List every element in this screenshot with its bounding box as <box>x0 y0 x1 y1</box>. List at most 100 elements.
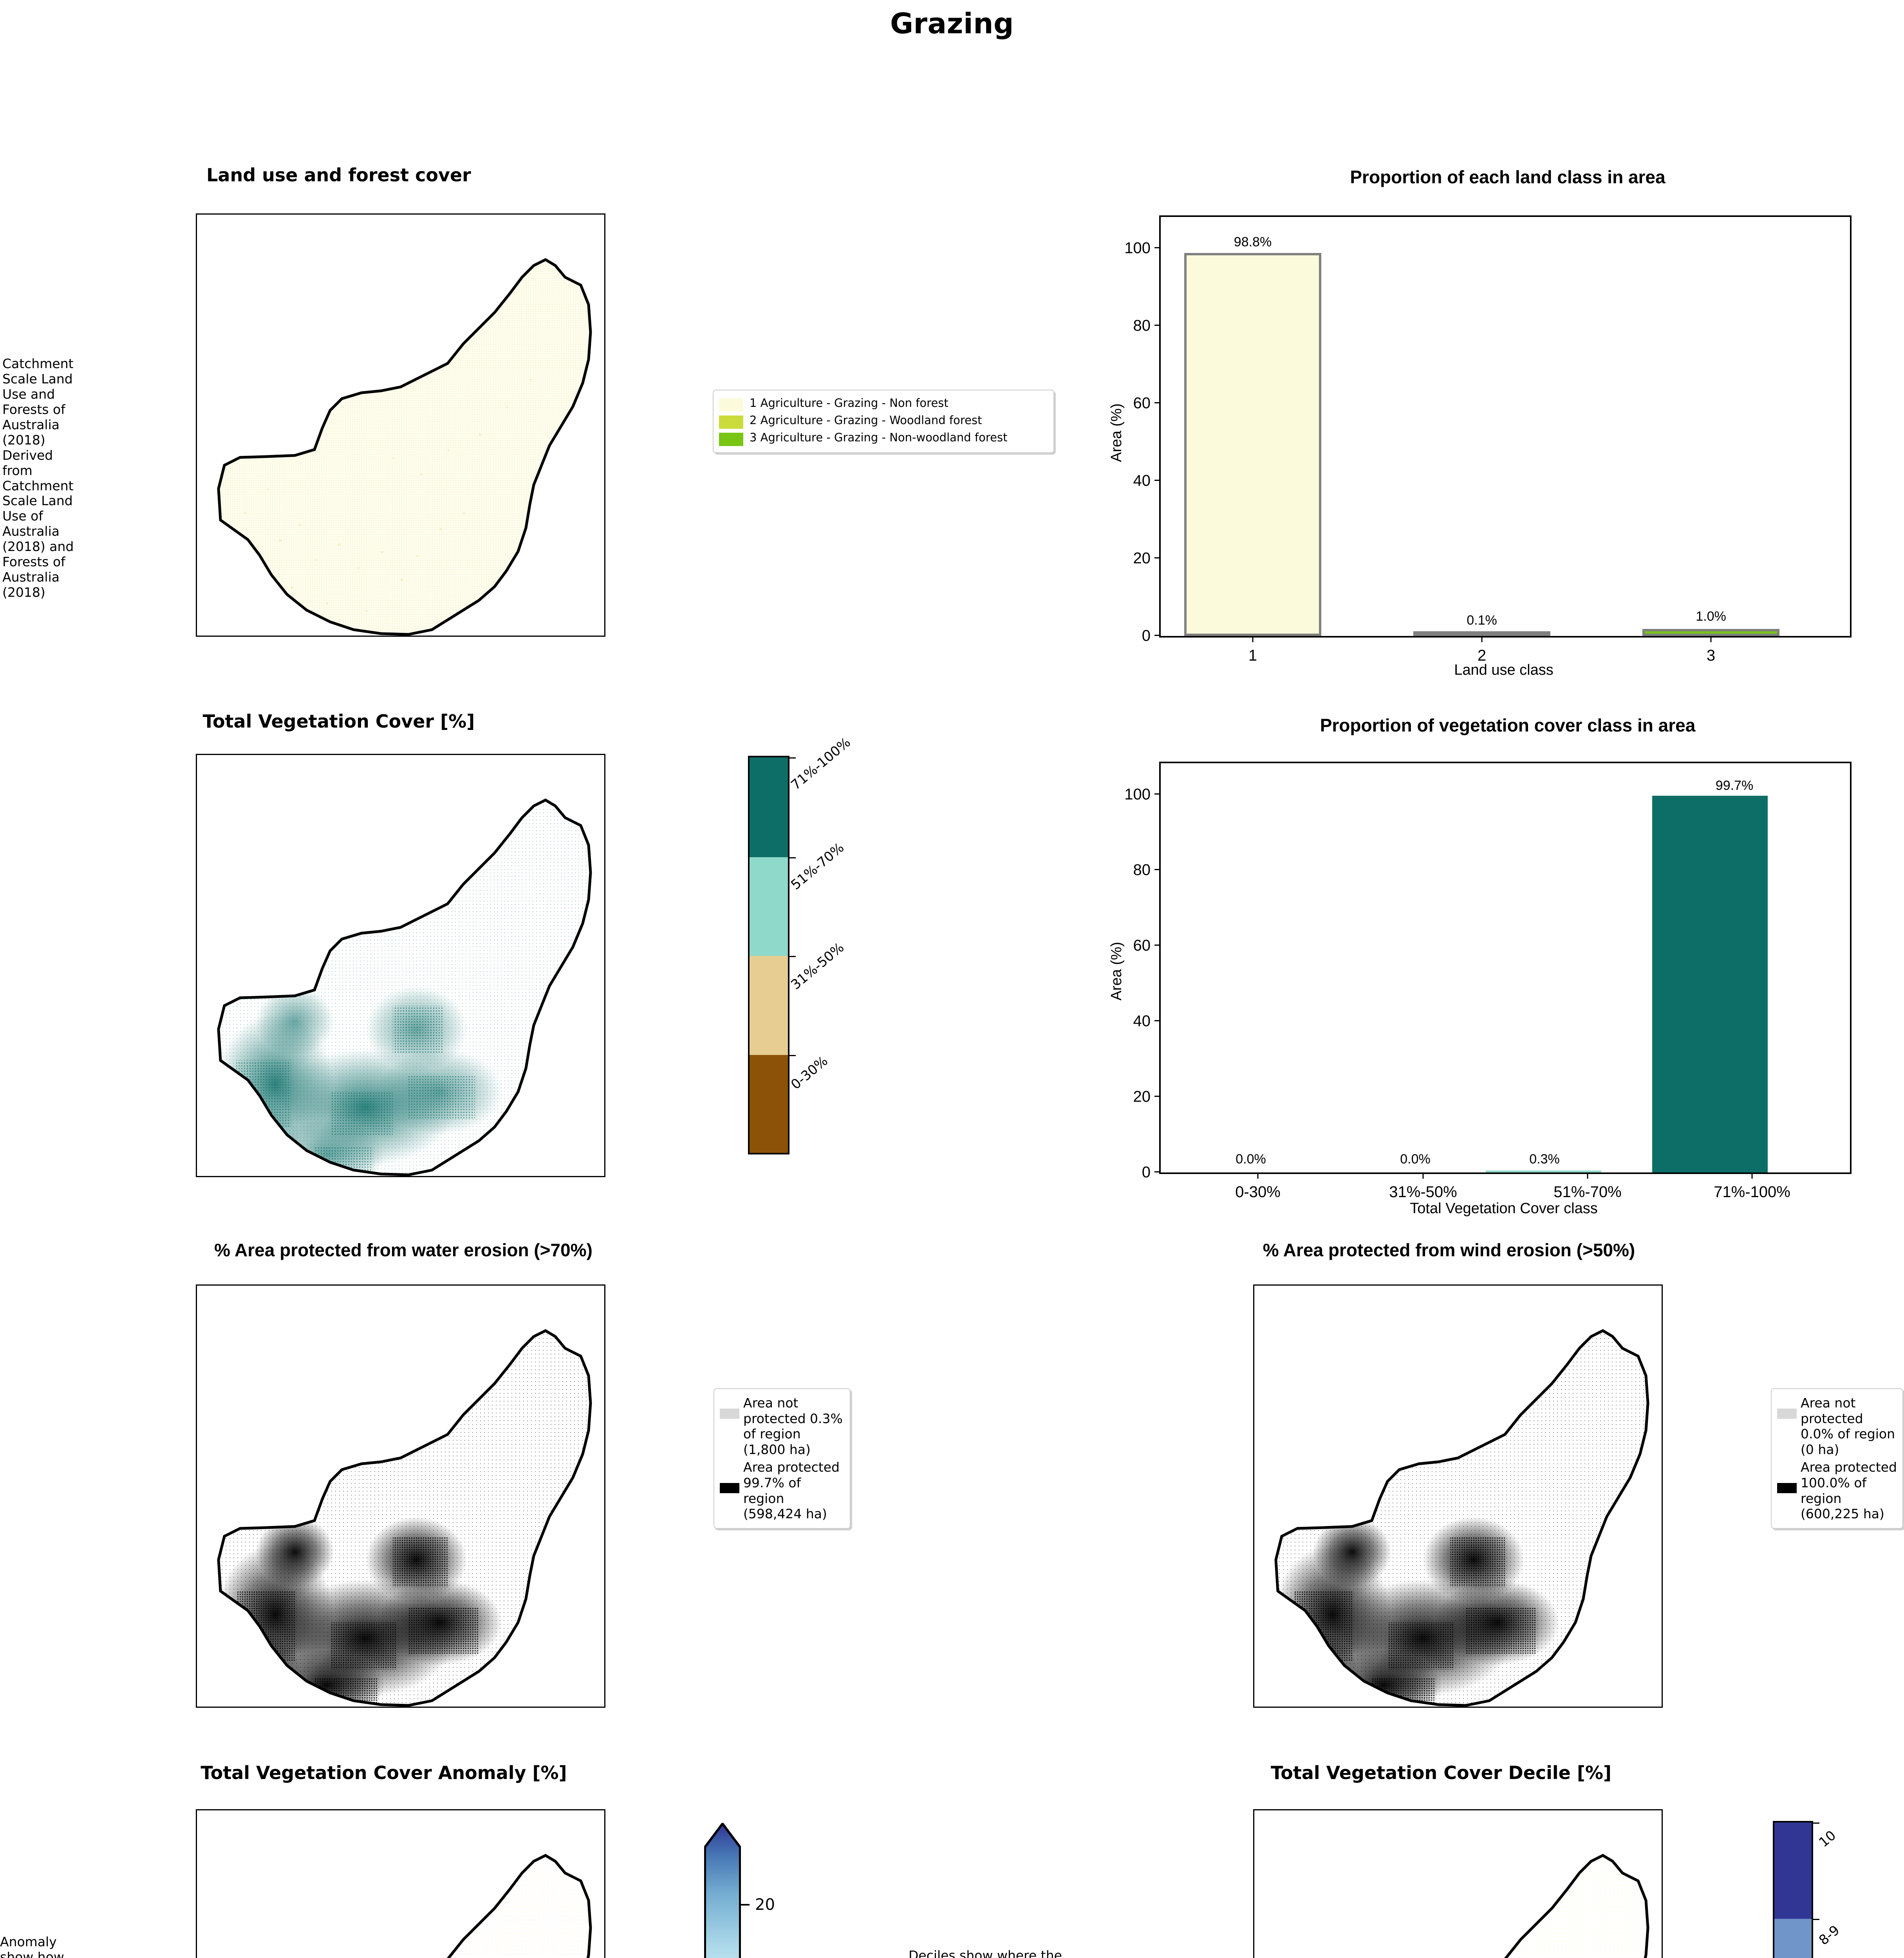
wind-erosion-map-title: % Area protected from wind erosion (>50%… <box>1263 1240 1635 1260</box>
wind-erosion-map-canvas <box>1254 1286 1662 1707</box>
y-tick-label: 80 <box>1133 861 1151 879</box>
bar-value-label: 99.7% <box>1715 778 1754 793</box>
landuse-caption: Catchment Scale Land Use and Forests of … <box>2 356 74 600</box>
decile-colorbar <box>1773 1821 1819 1958</box>
bar-value-label: 0.0% <box>1400 1152 1431 1167</box>
anomaly-caption: Anomaly show how many percetage points e… <box>0 1934 64 1958</box>
page-title: Grazing <box>890 7 1014 40</box>
y-tick-label: 20 <box>1133 549 1151 567</box>
bar-veg-71-100 <box>1652 796 1768 1172</box>
legend-swatch-nonforest <box>719 398 743 412</box>
legend-swatch-protected <box>720 1483 739 1494</box>
veg-bar-title: Proportion of vegetation cover class in … <box>1320 715 1696 735</box>
anomaly-cb-label-20: 20 <box>755 1896 775 1914</box>
landuse-map-canvas <box>217 258 592 636</box>
legend-item: 1 Agriculture - Grazing - Non forest <box>719 396 1048 412</box>
colorbar-label-0-30: 0-30% <box>788 1053 831 1093</box>
legend-item: Area not protected 0.3% of region (1,800… <box>720 1395 844 1457</box>
colorbar-segment-51-70 <box>750 857 788 956</box>
landuse-bar-axes: 100 80 60 40 20 0 98.8% 0.1% 1.0% 1 2 3 <box>1124 215 1852 664</box>
landuse-map-title: Land use and forest cover <box>206 164 471 186</box>
water-erosion-map <box>196 1284 605 1708</box>
bar-landuse-3 <box>1642 629 1779 636</box>
water-erosion-legend: Area not protected 0.3% of region (1,800… <box>714 1388 851 1529</box>
colorbar-segment-10 <box>1774 1823 1812 1919</box>
legend-item: Area not protected 0.0% of region (0 ha) <box>1777 1395 1897 1457</box>
legend-swatch-woodland <box>719 415 743 429</box>
wind-erosion-legend: Area not protected 0.0% of region (0 ha)… <box>1771 1388 1903 1529</box>
decile-cb-label-10: 10 <box>1816 1827 1839 1851</box>
bar-landuse-2 <box>1413 631 1550 636</box>
legend-label: Area protected 100.0% of region (600,225… <box>1801 1459 1897 1522</box>
x-tick-label: 1 <box>1248 647 1257 664</box>
legend-label: Area not protected 0.3% of region (1,800… <box>743 1395 843 1457</box>
legend-label: 3 Agriculture - Grazing - Non-woodland f… <box>750 431 1008 444</box>
legend-swatch-protected <box>1777 1483 1797 1494</box>
decile-map <box>1253 1809 1663 1958</box>
landuse-bar-ylabel: Area (%) <box>1108 403 1125 462</box>
decile-map-canvas <box>1254 1810 1662 1958</box>
x-tick-label: 31%-50% <box>1389 1183 1457 1201</box>
colorbar-segment-0-30 <box>750 1055 788 1153</box>
x-tick-label: 51%-70% <box>1554 1183 1622 1201</box>
veg-bar-ylabel: Area (%) <box>1108 942 1125 1001</box>
y-tick-label: 100 <box>1124 786 1151 803</box>
anomaly-map-canvas <box>197 1810 604 1958</box>
colorbar-label-71-100: 71%-100% <box>788 734 854 793</box>
colorbar-segment-8-9 <box>1774 1919 1812 1958</box>
legend-label: Area not protected 0.0% of region (0 ha) <box>1801 1395 1895 1457</box>
x-tick-label: 2 <box>1477 647 1487 664</box>
bar-value-label: 0.3% <box>1529 1152 1560 1167</box>
y-tick-label: 0 <box>1142 1163 1151 1181</box>
x-tick-label: 71%-100% <box>1714 1183 1790 1201</box>
bar-value-label: 0.1% <box>1467 613 1497 628</box>
wind-erosion-map <box>1253 1284 1663 1708</box>
bar-value-label: 0.0% <box>1236 1152 1266 1167</box>
anomaly-cb-tick-20 <box>741 1904 750 1906</box>
y-tick-label: 40 <box>1133 472 1151 490</box>
water-erosion-map-canvas <box>197 1286 604 1707</box>
colorbar-label-51-70: 51%-70% <box>788 840 847 893</box>
y-tick-label: 40 <box>1133 1012 1151 1030</box>
y-tick-label: 60 <box>1133 394 1151 412</box>
y-tick-label: 0 <box>1142 627 1151 645</box>
veg-cover-map-canvas <box>197 755 604 1176</box>
y-tick-label: 100 <box>1124 239 1151 257</box>
legend-item: 3 Agriculture - Grazing - Non-woodland f… <box>719 431 1048 446</box>
veg-cover-map <box>196 754 605 1177</box>
x-tick-label: 3 <box>1706 647 1716 664</box>
legend-label: 1 Agriculture - Grazing - Non forest <box>750 396 948 410</box>
veg-bar-axes: 100 80 60 40 20 0 0.0% 0.0% 0.3% 99.7% 0… <box>1124 762 1852 1201</box>
bar-veg-51-70 <box>1486 1170 1601 1172</box>
landuse-legend: 1 Agriculture - Grazing - Non forest 2 A… <box>713 390 1054 453</box>
y-tick-label: 60 <box>1133 937 1151 954</box>
legend-item: Area protected 99.7% of region (598,424 … <box>720 1459 844 1521</box>
x-tick-label: 0-30% <box>1235 1183 1281 1201</box>
veg-map-title: Total Vegetation Cover [%] <box>202 711 475 732</box>
landuse-bar-xlabel: Land use class <box>1454 662 1554 678</box>
legend-label: 2 Agriculture - Grazing - Woodland fores… <box>750 414 982 427</box>
legend-swatch-not-protected <box>720 1409 739 1419</box>
y-tick-label: 80 <box>1133 317 1151 334</box>
legend-item: Area protected 100.0% of region (600,225… <box>1777 1459 1897 1521</box>
decile-caption: Deciles show where the pixel value lies … <box>909 1948 1062 1958</box>
legend-swatch-nonwoodland <box>719 433 743 446</box>
bar-value-label: 1.0% <box>1696 609 1726 624</box>
veg-cover-colorbar <box>748 756 796 1154</box>
landuse-map <box>196 213 605 637</box>
anomaly-map <box>196 1809 605 1958</box>
colorbar-segment-31-50 <box>750 956 788 1055</box>
bar-landuse-1 <box>1184 253 1321 636</box>
decile-map-title: Total Vegetation Cover Decile [%] <box>1270 1762 1612 1783</box>
colorbar-label-31-50: 31%-50% <box>788 939 847 993</box>
anomaly-colorbar <box>704 1823 741 1958</box>
legend-item: 2 Agriculture - Grazing - Woodland fores… <box>719 414 1048 429</box>
colorbar-segment-71-100 <box>750 757 788 857</box>
water-erosion-map-title: % Area protected from water erosion (>70… <box>214 1240 593 1260</box>
decile-cb-label-8-9: 8-9 <box>1816 1922 1843 1949</box>
y-tick-label: 20 <box>1133 1088 1151 1105</box>
veg-bar-xlabel: Total Vegetation Cover class <box>1410 1200 1598 1217</box>
legend-swatch-not-protected <box>1777 1409 1797 1419</box>
bar-value-label: 98.8% <box>1234 235 1272 249</box>
landuse-bar-title: Proportion of each land class in area <box>1350 167 1666 187</box>
